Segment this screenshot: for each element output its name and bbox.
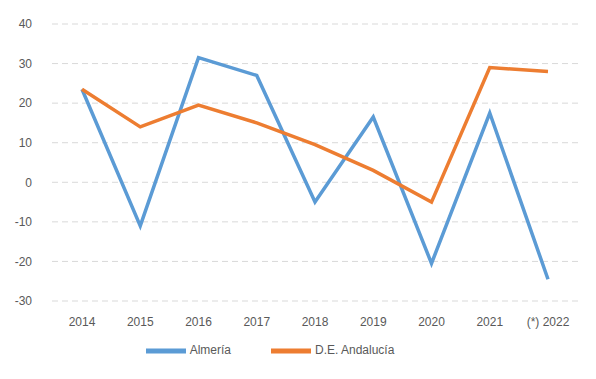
svg-text:20: 20 [19, 96, 33, 110]
svg-text:40: 40 [19, 17, 33, 31]
svg-text:2021: 2021 [476, 315, 503, 329]
svg-text:2015: 2015 [127, 315, 154, 329]
html-text:D.E. Andalucía: D.E. Andalucía [315, 343, 395, 358]
svg-text:30: 30 [19, 57, 33, 71]
svg-text:(*) 2022: (*) 2022 [527, 315, 570, 329]
svg-text:2014: 2014 [69, 315, 96, 329]
svg-text:-20: -20 [15, 255, 33, 269]
svg-text:2016: 2016 [185, 315, 212, 329]
svg-text:2017: 2017 [243, 315, 270, 329]
svg-text:0: 0 [25, 176, 32, 190]
svg-text:-10: -10 [15, 215, 33, 229]
svg-text:2019: 2019 [360, 315, 387, 329]
svg-text:-30: -30 [15, 294, 33, 308]
svg-text:2020: 2020 [418, 315, 445, 329]
svg-text:10: 10 [19, 136, 33, 150]
html-text:Almería: Almería [189, 343, 231, 358]
svg-text:2018: 2018 [302, 315, 329, 329]
